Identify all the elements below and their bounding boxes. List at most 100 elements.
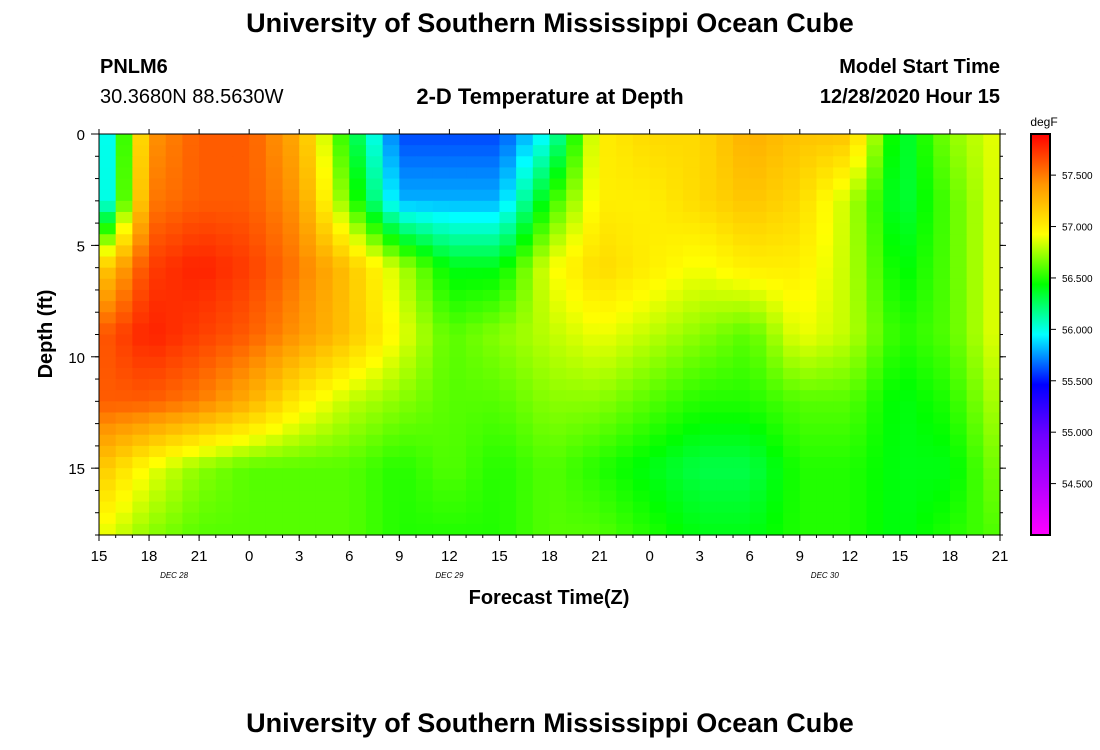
heatmap-cell bbox=[99, 312, 117, 324]
heatmap-cell bbox=[816, 412, 834, 425]
heatmap-cell bbox=[365, 401, 384, 414]
heatmap-cell bbox=[232, 200, 250, 213]
heatmap-cell bbox=[149, 189, 167, 202]
heatmap-cell bbox=[265, 211, 284, 224]
heatmap-cell bbox=[466, 167, 484, 180]
heatmap-cell bbox=[399, 134, 417, 146]
heatmap-cell bbox=[933, 367, 951, 380]
heatmap-cell bbox=[299, 289, 317, 302]
heatmap-cell bbox=[265, 200, 284, 213]
heatmap-cell bbox=[933, 390, 951, 402]
heatmap-cell bbox=[582, 356, 601, 369]
heatmap-cell bbox=[966, 200, 984, 213]
heatmap-cell bbox=[282, 145, 300, 157]
heatmap-cell bbox=[399, 445, 417, 458]
heatmap-cell bbox=[916, 356, 934, 369]
heatmap-cell bbox=[949, 278, 968, 291]
heatmap-cell bbox=[349, 178, 367, 191]
heatmap-cell bbox=[132, 512, 150, 525]
heatmap-cell bbox=[733, 468, 751, 480]
heatmap-cell bbox=[799, 423, 818, 436]
heatmap-cell bbox=[649, 200, 667, 213]
heatmap-cell bbox=[365, 200, 384, 213]
heatmap-cell bbox=[799, 479, 818, 492]
heatmap-cell bbox=[599, 401, 617, 414]
heatmap-cell bbox=[499, 256, 517, 269]
heatmap-cell bbox=[115, 223, 133, 235]
heatmap-cell bbox=[799, 401, 818, 414]
heatmap-cell bbox=[699, 334, 717, 347]
heatmap-cell bbox=[649, 412, 667, 425]
heatmap-cell bbox=[349, 256, 367, 269]
heatmap-cell bbox=[215, 134, 234, 146]
heatmap-cell bbox=[866, 211, 884, 224]
heatmap-cell bbox=[115, 211, 133, 224]
heatmap-cell bbox=[933, 278, 951, 291]
heatmap-cell bbox=[916, 412, 934, 425]
heatmap-cell bbox=[899, 189, 918, 202]
heatmap-cell bbox=[249, 301, 267, 313]
heatmap-cell bbox=[282, 312, 300, 324]
heatmap-cell bbox=[349, 345, 367, 358]
heatmap-cell bbox=[399, 367, 417, 380]
heatmap-cell bbox=[766, 401, 784, 414]
heatmap-cell bbox=[149, 145, 167, 157]
heatmap-cell bbox=[215, 256, 234, 269]
heatmap-cell bbox=[282, 501, 300, 514]
heatmap-cell bbox=[632, 156, 651, 169]
heatmap-cell bbox=[532, 289, 551, 302]
heatmap-cell bbox=[532, 379, 551, 391]
heatmap-cell bbox=[899, 267, 918, 280]
heatmap-cell bbox=[682, 145, 701, 157]
heatmap-cell bbox=[649, 256, 667, 269]
heatmap-cell bbox=[833, 367, 851, 380]
heatmap-cell bbox=[516, 412, 534, 425]
x-tick-label: 3 bbox=[295, 548, 303, 565]
heatmap-cell bbox=[499, 223, 517, 235]
heatmap-cell bbox=[532, 490, 551, 503]
heatmap-cell bbox=[232, 211, 250, 224]
heatmap-cell bbox=[866, 167, 884, 180]
heatmap-cell bbox=[933, 200, 951, 213]
heatmap-cell bbox=[783, 234, 801, 246]
heatmap-cell bbox=[733, 200, 751, 213]
heatmap-cell bbox=[432, 156, 450, 169]
heatmap-cell bbox=[699, 211, 717, 224]
x-axis-label: Forecast Time(Z) bbox=[469, 587, 630, 609]
heatmap-cell bbox=[666, 445, 684, 458]
heatmap-cell bbox=[332, 156, 350, 169]
heatmap-cell bbox=[699, 512, 717, 525]
heatmap-cell bbox=[265, 278, 284, 291]
heatmap-cell bbox=[315, 423, 334, 436]
heatmap-cell bbox=[416, 234, 434, 246]
heatmap-cell bbox=[265, 423, 284, 436]
heatmap-cell bbox=[632, 223, 651, 235]
heatmap-cell bbox=[482, 468, 501, 480]
heatmap-cell bbox=[866, 490, 884, 503]
heatmap-cell bbox=[616, 189, 634, 202]
heatmap-cell bbox=[616, 401, 634, 414]
heatmap-cell bbox=[132, 245, 150, 258]
heatmap-cell bbox=[849, 134, 868, 146]
heatmap-cell bbox=[566, 156, 584, 169]
heatmap-cell bbox=[132, 445, 150, 458]
heatmap-cell bbox=[582, 523, 601, 536]
heatmap-cell bbox=[132, 523, 150, 536]
heatmap-cell bbox=[182, 323, 200, 336]
heatmap-cell bbox=[916, 423, 934, 436]
heatmap-cell bbox=[249, 434, 267, 447]
heatmap-cell bbox=[816, 278, 834, 291]
heatmap-cell bbox=[165, 234, 184, 246]
heatmap-cell bbox=[199, 334, 217, 347]
heatmap-cell bbox=[149, 412, 167, 425]
heatmap-cell bbox=[282, 423, 300, 436]
heatmap-cell bbox=[949, 289, 968, 302]
heatmap-cell bbox=[566, 412, 584, 425]
heatmap-cell bbox=[833, 245, 851, 258]
heatmap-cell bbox=[816, 523, 834, 536]
heatmap-cell bbox=[99, 457, 117, 469]
heatmap-cell bbox=[549, 457, 567, 469]
heatmap-cell bbox=[566, 312, 584, 324]
heatmap-cell bbox=[966, 523, 984, 536]
heatmap-cell bbox=[115, 367, 133, 380]
